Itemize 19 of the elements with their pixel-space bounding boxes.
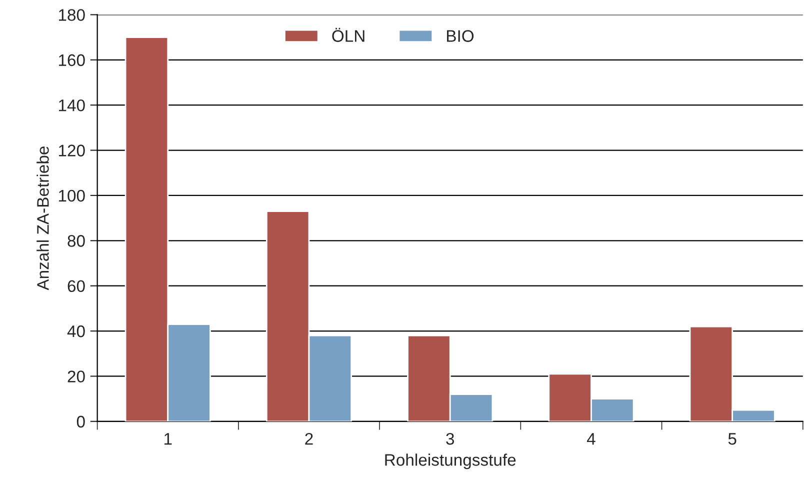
x-tick-label: 5 bbox=[728, 433, 736, 445]
legend-label: ÖLN bbox=[332, 28, 364, 42]
y-tick-label: 80 bbox=[68, 235, 85, 247]
y-tick-label: 180 bbox=[58, 9, 85, 21]
x-axis-title: Rohleistungsstufe bbox=[385, 454, 516, 470]
y-tick-label: 20 bbox=[68, 370, 85, 382]
y-tick-label: 140 bbox=[58, 99, 85, 112]
y-axis-title: Anzahl ZA-Betriebe bbox=[36, 146, 49, 290]
x-tick-label: 3 bbox=[446, 432, 454, 445]
y-tick-label: 0 bbox=[76, 416, 85, 428]
x-tick-label: 2 bbox=[305, 432, 313, 445]
y-tick-label: 160 bbox=[58, 54, 85, 66]
y-tick-label: 40 bbox=[67, 325, 85, 338]
y-tick-label: 100 bbox=[58, 190, 85, 202]
x-tick-label: 1 bbox=[164, 433, 172, 445]
y-tick-label: 120 bbox=[58, 144, 85, 156]
x-tick-label: 4 bbox=[586, 433, 596, 445]
y-tick-label: 60 bbox=[68, 280, 85, 292]
legend-label: BIO bbox=[447, 30, 474, 42]
